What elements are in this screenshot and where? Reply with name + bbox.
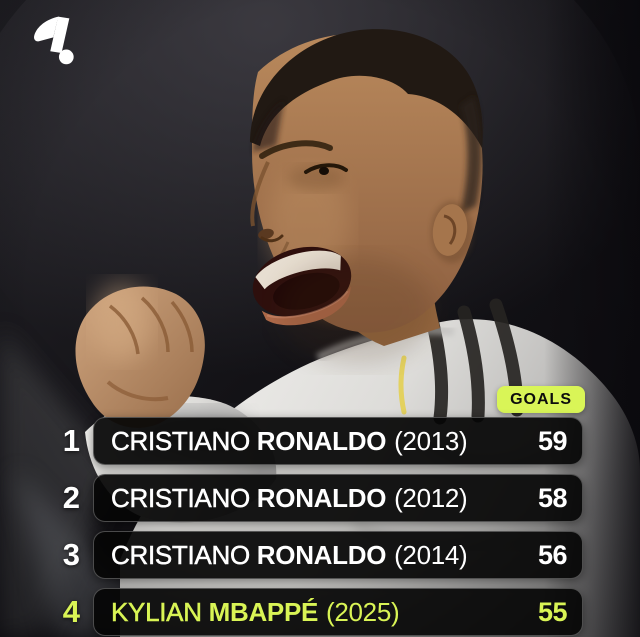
- player-pill: CRISTIANO RONALDO (2013) 59: [93, 417, 583, 465]
- goals-column-badge: GOALS: [497, 386, 585, 413]
- rank-number: 1: [62, 423, 80, 458]
- player-name: CRISTIANO RONALDO (2013): [111, 425, 538, 457]
- goals-badge-label: GOALS: [510, 390, 572, 408]
- player-last-name: RONALDO: [249, 425, 394, 456]
- ranking-row-3: 3 CRISTIANO RONALDO (2014) 56: [44, 531, 583, 579]
- season-year: (2012): [394, 482, 468, 513]
- player-name: KYLIAN MBAPPÉ (2025): [111, 596, 538, 628]
- goals-value: 55: [537, 596, 568, 627]
- ranking-row-1: 1 CRISTIANO RONALDO (2013) 59: [44, 417, 583, 465]
- rank-number: 2: [62, 480, 80, 515]
- player-name: CRISTIANO RONALDO (2012): [111, 482, 538, 514]
- player-last-name: MBAPPÉ: [201, 596, 325, 627]
- ranking-list: 1 CRISTIANO RONALDO (2013) 59 2 CRISTIANO RO…: [44, 417, 583, 636]
- player-pill: CRISTIANO RONALDO (2012) 58: [93, 474, 583, 522]
- player-last-name: RONALDO: [249, 482, 394, 513]
- rank-number: 4: [62, 594, 80, 629]
- season-year: (2025): [325, 596, 400, 627]
- goals-value: 58: [537, 482, 568, 513]
- goals-value: 56: [537, 539, 568, 570]
- goals-value: 59: [537, 425, 568, 456]
- player-name: CRISTIANO RONALDO (2014): [111, 539, 538, 571]
- player-first-name: CRISTIANO: [111, 482, 251, 513]
- player-last-name: RONALDO: [249, 539, 394, 570]
- player-pill: KYLIAN MBAPPÉ (2025) 55: [93, 588, 583, 636]
- season-year: (2014): [394, 539, 468, 570]
- onefootball-logo-icon: [34, 16, 74, 65]
- player-first-name: CRISTIANO: [111, 425, 251, 456]
- ranking-row-4: 4 KYLIAN MBAPPÉ (2025) 55: [44, 588, 583, 636]
- player-first-name: CRISTIANO: [111, 539, 251, 570]
- season-year: (2013): [394, 425, 468, 456]
- player-pill: CRISTIANO RONALDO (2014) 56: [93, 531, 583, 579]
- rank-number: 3: [62, 537, 80, 572]
- player-first-name: KYLIAN: [111, 596, 202, 627]
- ranking-row-2: 2 CRISTIANO RONALDO (2012) 58: [44, 474, 583, 522]
